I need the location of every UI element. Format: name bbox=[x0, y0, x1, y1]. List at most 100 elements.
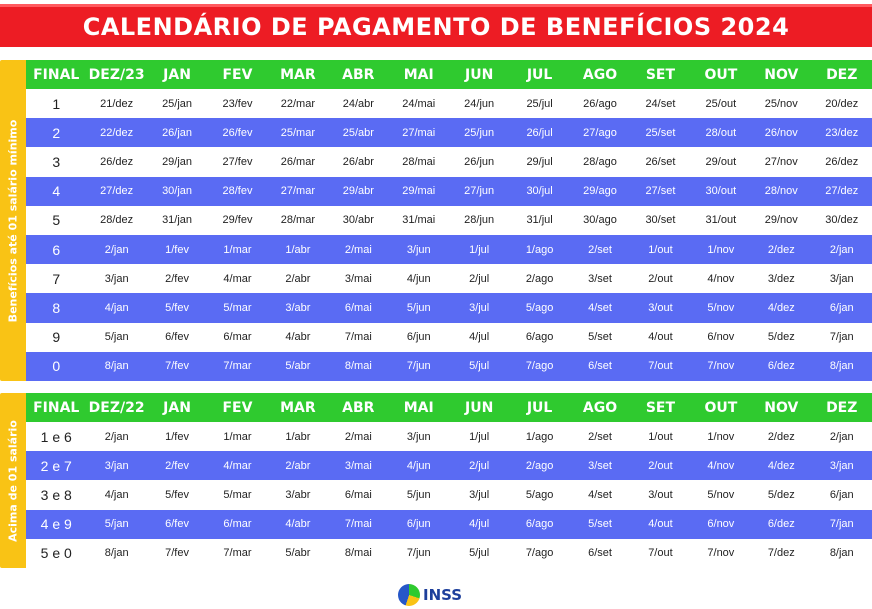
payment-date-cell: 28/ago bbox=[569, 147, 631, 177]
payment-date-cell: 3/mai bbox=[328, 451, 389, 481]
payment-date-cell: 1/nov bbox=[690, 234, 752, 265]
header-month: FEV bbox=[207, 60, 268, 89]
payment-date-cell: 7/nov bbox=[690, 538, 752, 568]
payment-date-cell: 29/fev bbox=[207, 205, 268, 235]
payment-date-cell: 4/nov bbox=[690, 451, 752, 481]
payment-date-cell: 3/abr bbox=[267, 480, 329, 510]
payment-date-cell: 3/out bbox=[630, 480, 691, 510]
payment-date-cell: 29/out bbox=[690, 147, 752, 177]
payment-date-cell: 27/dez bbox=[86, 176, 147, 206]
header-month: FEV bbox=[207, 393, 268, 422]
payment-date-cell: 28/mai bbox=[388, 147, 449, 177]
header-month: OUT bbox=[690, 60, 752, 89]
header-month: DEZ bbox=[811, 393, 872, 422]
payment-date-cell: 5/abr bbox=[267, 538, 329, 568]
payment-date-cell: 6/mai bbox=[328, 293, 389, 323]
payment-date-cell: 3/set bbox=[569, 264, 631, 294]
payment-date-cell: 28/fev bbox=[207, 176, 268, 206]
payment-date-cell: 25/nov bbox=[751, 89, 812, 119]
payment-date-cell: 2/ago bbox=[509, 264, 570, 294]
header-month: JUL bbox=[509, 393, 570, 422]
header-month: JAN bbox=[146, 60, 208, 89]
payment-date-cell: 20/dez bbox=[811, 89, 872, 119]
final-digit-cell: 3 e 8 bbox=[26, 480, 87, 510]
payment-date-cell: 4/jan bbox=[86, 480, 147, 510]
payment-date-cell: 6/set bbox=[569, 538, 631, 568]
side-label-bar: Benefícios até 01 salário mínimo bbox=[0, 60, 26, 381]
payment-date-cell: 5/nov bbox=[690, 480, 752, 510]
payment-date-cell: 8/mai bbox=[328, 351, 389, 381]
payment-date-cell: 23/dez bbox=[811, 118, 872, 148]
payment-date-cell: 6/mai bbox=[328, 480, 389, 510]
payment-date-cell: 1/out bbox=[630, 234, 691, 265]
payment-date-cell: 8/mai bbox=[328, 538, 389, 568]
payment-date-cell: 5/mar bbox=[207, 480, 268, 510]
payment-date-cell: 27/mai bbox=[388, 118, 449, 148]
payment-date-cell: 3/out bbox=[630, 293, 691, 323]
payment-date-cell: 30/ago bbox=[569, 205, 631, 235]
final-digit-cell: 9 bbox=[26, 322, 87, 352]
payment-date-cell: 4/mar bbox=[207, 451, 268, 481]
header-month: AGO bbox=[569, 60, 631, 89]
payment-date-cell: 6/set bbox=[569, 351, 631, 381]
payment-date-cell: 6/dez bbox=[751, 509, 812, 539]
payment-date-cell: 5/set bbox=[569, 322, 631, 352]
payment-date-cell: 3/jul bbox=[448, 293, 510, 323]
payment-date-cell: 30/abr bbox=[328, 205, 389, 235]
payment-date-cell: 8/jan bbox=[811, 538, 872, 568]
inss-emblem-icon bbox=[398, 584, 420, 606]
payment-date-cell: 26/dez bbox=[811, 147, 872, 177]
table-row: 7 3/jan 2/fev 4/mar 2/abr 3/mai 4/jun 2/jul 2/ag… bbox=[26, 264, 872, 294]
table-row: 0 8/jan 7/fev 7/mar 5/abr 8/mai 7/jun 5/jul 7/ag… bbox=[26, 351, 872, 381]
payment-date-cell: 3/mai bbox=[328, 264, 389, 294]
side-label: Benefícios até 01 salário mínimo bbox=[6, 119, 20, 322]
header-month: JUN bbox=[448, 60, 510, 89]
payment-date-cell: 7/nov bbox=[690, 351, 752, 381]
payment-date-cell: 3/dez bbox=[751, 264, 812, 294]
payment-date-cell: 7/dez bbox=[751, 538, 812, 568]
payment-date-cell: 4/abr bbox=[267, 322, 329, 352]
payment-date-cell: 4/dez bbox=[751, 451, 812, 481]
payment-date-cell: 1/mar bbox=[207, 234, 268, 265]
payment-date-cell: 4/jun bbox=[388, 451, 449, 481]
payment-date-cell: 27/set bbox=[630, 176, 691, 206]
payment-date-cell: 31/jan bbox=[146, 205, 208, 235]
table-row: 2 22/dez 26/jan 26/fev 25/mar 25/abr 27/mai 25/… bbox=[26, 118, 872, 148]
final-digit-cell: 4 bbox=[26, 176, 87, 206]
table-row: 4 e 9 5/jan 6/fev 6/mar 4/abr 7/mai 6/jun 4/jul… bbox=[26, 509, 872, 539]
payment-date-cell: 3/set bbox=[569, 451, 631, 481]
payment-date-cell: 26/set bbox=[630, 147, 691, 177]
payment-date-cell: 2/jan bbox=[811, 422, 872, 452]
payment-date-cell: 6/jan bbox=[811, 293, 872, 323]
header-month: MAI bbox=[388, 393, 449, 422]
payment-date-cell: 4/set bbox=[569, 480, 631, 510]
payment-date-cell: 1/out bbox=[630, 422, 691, 452]
payment-date-cell: 3/jun bbox=[388, 422, 449, 452]
payment-date-cell: 25/jan bbox=[146, 89, 208, 119]
header-month: AGO bbox=[569, 393, 631, 422]
header-month: MAR bbox=[267, 393, 329, 422]
payment-date-cell: 8/jan bbox=[86, 538, 147, 568]
payment-date-cell: 1/nov bbox=[690, 422, 752, 452]
payment-date-cell: 26/ago bbox=[569, 89, 631, 119]
payment-date-cell: 2/fev bbox=[146, 451, 208, 481]
logo-text: INSS bbox=[423, 586, 463, 604]
payment-date-cell: 29/mai bbox=[388, 176, 449, 206]
inss-logo: INSS bbox=[398, 584, 462, 606]
payment-date-cell: 30/jan bbox=[146, 176, 208, 206]
payment-date-cell: 3/jun bbox=[388, 234, 449, 265]
payment-date-cell: 26/fev bbox=[207, 118, 268, 148]
payment-date-cell: 8/jan bbox=[86, 351, 147, 381]
payment-date-cell: 28/out bbox=[690, 118, 752, 148]
payment-date-cell: 2/fev bbox=[146, 264, 208, 294]
payment-date-cell: 7/jan bbox=[811, 322, 872, 352]
payment-date-cell: 2/jan bbox=[86, 422, 147, 452]
payment-date-cell: 26/nov bbox=[751, 118, 812, 148]
payment-date-cell: 1/fev bbox=[146, 234, 208, 265]
payment-date-cell: 24/set bbox=[630, 89, 691, 119]
header-month: DEZ bbox=[811, 60, 872, 89]
payment-date-cell: 2/out bbox=[630, 264, 691, 294]
payment-date-cell: 22/mar bbox=[267, 89, 329, 119]
payment-date-cell: 6/fev bbox=[146, 509, 208, 539]
payment-date-cell: 27/ago bbox=[569, 118, 631, 148]
